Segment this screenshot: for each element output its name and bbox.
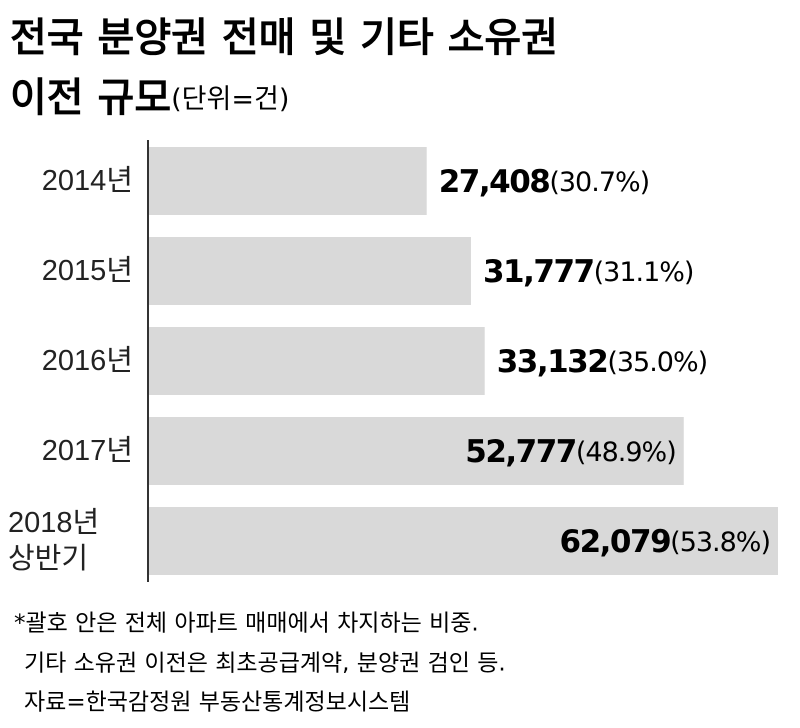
value-label: 31,777(31.1%) bbox=[483, 254, 693, 290]
value-label: 62,079(53.8%) bbox=[560, 524, 770, 560]
value-label: 31,777 bbox=[483, 254, 594, 290]
share-label: (48.9%) bbox=[576, 437, 676, 468]
category-label: 2016년 bbox=[41, 345, 133, 377]
share-label: (53.8%) bbox=[670, 527, 770, 558]
share-label: (35.0%) bbox=[607, 347, 707, 378]
chart-title: 전국 분양권 전매 및 기타 소유권 bbox=[10, 15, 558, 61]
note: 자료=한국감정원 부동산통계정보시스템 bbox=[24, 690, 410, 716]
share-label: (30.7%) bbox=[549, 167, 649, 198]
note: *괄호 안은 전체 아파트 매매에서 차지하는 비중. bbox=[14, 611, 479, 637]
category-label: 2014년 bbox=[41, 165, 133, 197]
value-label: 33,132 bbox=[497, 344, 608, 380]
chart-title: 이전 규모(단위=건) bbox=[10, 75, 289, 121]
share-label: (31.1%) bbox=[594, 257, 694, 288]
value-label: 27,408(30.7%) bbox=[439, 164, 649, 200]
value-label: 52,777(48.9%) bbox=[465, 434, 675, 470]
bar bbox=[149, 507, 778, 575]
value-label: 33,132(35.0%) bbox=[497, 344, 707, 380]
bar bbox=[149, 237, 471, 305]
value-label: 27,408 bbox=[439, 164, 550, 200]
category-label: 2017년 bbox=[41, 435, 133, 467]
category-label: 2015년 bbox=[41, 255, 133, 287]
value-label: 52,777 bbox=[465, 434, 576, 470]
unit: (단위=건) bbox=[171, 84, 289, 115]
value-label: 62,079 bbox=[560, 524, 671, 560]
bar bbox=[149, 147, 427, 215]
note: 기타 소유권 이전은 최초공급계약, 분양권 검인 등. bbox=[24, 651, 506, 677]
bar bbox=[149, 327, 485, 395]
category-label: 2018년 상반기 bbox=[8, 507, 100, 575]
chart-title: 이전 규모 bbox=[10, 75, 171, 121]
bar bbox=[149, 417, 684, 485]
